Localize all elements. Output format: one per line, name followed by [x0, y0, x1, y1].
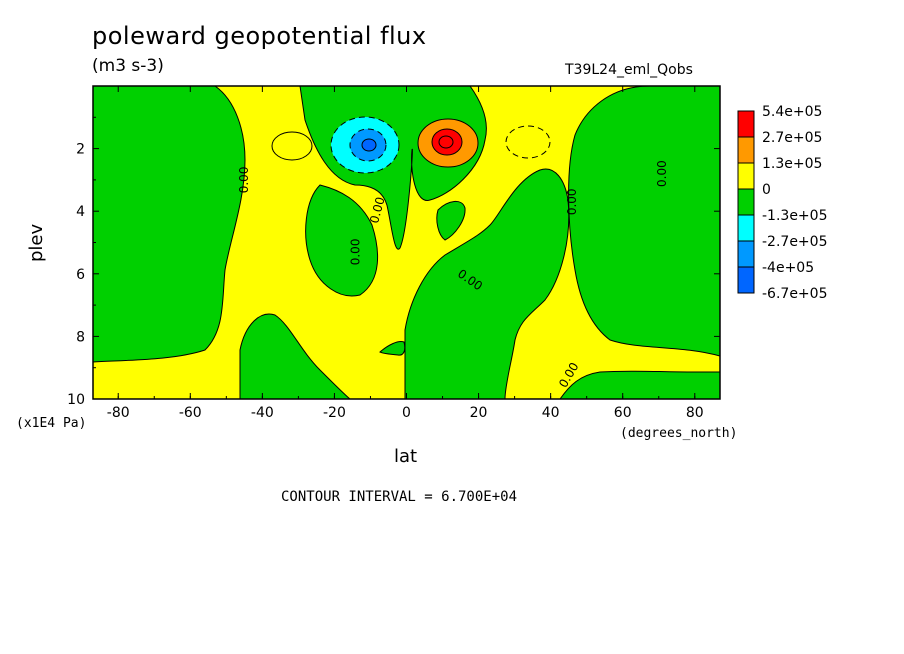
x-tick-label: 60: [614, 405, 632, 421]
legend-swatch: [737, 214, 755, 242]
x-tick-label: -20: [323, 405, 346, 421]
chart-units: (m3 s-3): [92, 56, 164, 76]
region-bottom-right-green: [559, 370, 720, 399]
contour-label: 0.00: [565, 188, 579, 215]
region-right-green: [568, 86, 720, 357]
x-tick-label: 0: [402, 405, 411, 421]
region-small-green: [379, 341, 406, 356]
legend-label: 2.7e+05: [762, 130, 822, 146]
legend-label: 5.4e+05: [762, 104, 822, 120]
y-tick-label: 8: [76, 329, 85, 345]
legend-label: -2.7e+05: [762, 234, 827, 250]
pos-core-red: [431, 128, 463, 156]
neg-core-darkblue: [361, 138, 377, 152]
contour-right-small: [505, 125, 551, 159]
contour-left-small: [271, 131, 313, 161]
region-small-green-2: [436, 201, 466, 241]
x-tick-label: 80: [686, 405, 704, 421]
chart-title: poleward geopotential flux: [92, 22, 427, 50]
x-tick-label: -60: [179, 405, 202, 421]
contour-label: 0.00: [349, 239, 363, 266]
y-tick-label: 2: [76, 142, 85, 158]
x-tick-label: 40: [542, 405, 560, 421]
y-axis-unit: (x1E4 Pa): [16, 416, 87, 431]
contour-labels: 0.000.000.000.000.000.000.00: [237, 160, 669, 390]
experiment-label: T39L24_eml_Qobs: [565, 62, 693, 78]
y-tick-label: 10: [67, 392, 85, 408]
legend-label: -4e+05: [762, 260, 814, 276]
y-axis-label: plev: [26, 223, 47, 262]
legend-swatch: [737, 266, 755, 294]
legend-label: 1.3e+05: [762, 156, 822, 172]
contour-field: [93, 86, 720, 399]
legend-label: -1.3e+05: [762, 208, 827, 224]
legend-swatch: [737, 240, 755, 268]
legend-label: 0: [762, 182, 771, 198]
legend-swatch: [737, 188, 755, 216]
y-tick-label: 6: [76, 267, 85, 283]
legend-swatch: [737, 110, 755, 138]
x-axis-unit: (degrees_north): [620, 426, 738, 441]
contour-label: 0.00: [367, 195, 387, 224]
region-central-lower-green: [404, 168, 570, 399]
axis-ticks: -80 -60 -40 -20 0 20 40 60 80 2 4 6 8 10: [67, 86, 720, 421]
region-left-green: [93, 86, 246, 363]
region-bottom-left-green: [239, 313, 351, 399]
pos-core-inner: [438, 135, 454, 149]
legend-swatch: [737, 162, 755, 190]
contour-interval-note: CONTOUR INTERVAL = 6.700E+04: [281, 489, 518, 505]
y-tick-label: 4: [76, 204, 85, 220]
contour-label: 0.00: [237, 167, 251, 194]
legend-label: -6.7e+05: [762, 286, 827, 302]
x-tick-label: -80: [107, 405, 130, 421]
contour-label: 0.00: [655, 160, 669, 187]
x-axis-label: lat: [394, 446, 418, 467]
region-left-center-green: [305, 184, 379, 297]
color-legend: 5.4e+05 2.7e+05 1.3e+05 0 -1.3e+05 -2.7e+05 -4…: [737, 104, 827, 302]
legend-swatch: [737, 136, 755, 164]
x-tick-label: 20: [470, 405, 488, 421]
x-tick-label: -40: [251, 405, 274, 421]
